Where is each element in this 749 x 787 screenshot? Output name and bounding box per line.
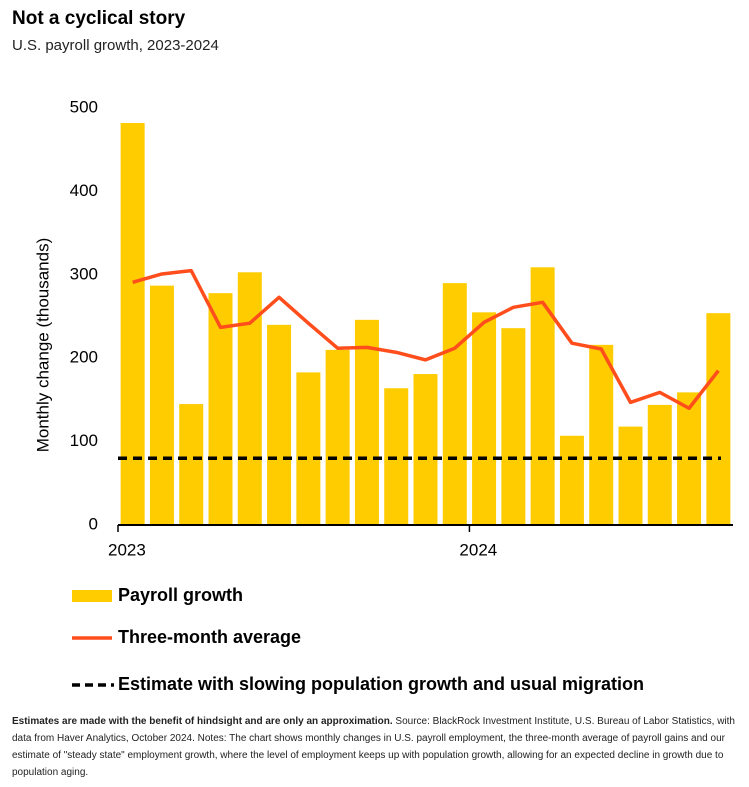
legend-label: Three-month average (118, 627, 301, 647)
y-tick-label: 500 (70, 97, 98, 116)
bar (472, 312, 497, 525)
y-tick-label: 300 (70, 264, 98, 283)
bar (706, 313, 731, 525)
chart: Not a cyclical story U.S. payroll growth… (12, 8, 733, 694)
bar (442, 283, 467, 525)
y-axis-label: Monthly change (thousands) (33, 238, 52, 453)
y-tick-label: 100 (70, 431, 98, 450)
bar (501, 328, 526, 525)
y-tick-label: 0 (89, 514, 98, 533)
bar (237, 272, 262, 525)
average-line (132, 268, 720, 410)
bar (179, 404, 204, 525)
legend-label: Payroll growth (118, 585, 243, 605)
bar (120, 123, 145, 526)
legend-swatch (72, 590, 112, 602)
bar (149, 285, 174, 525)
y-tick-label: 200 (70, 348, 98, 367)
bar (267, 324, 292, 525)
bar (354, 319, 379, 525)
bar (618, 426, 643, 525)
chart-title: Not a cyclical story (12, 8, 186, 29)
x-tick-label: 2023 (108, 540, 146, 559)
legend-label: Estimate with slowing population growth … (118, 674, 644, 694)
bar (208, 293, 233, 525)
bar (296, 372, 321, 525)
footnote-text: Source: BlackRock Investment Institute, … (12, 716, 735, 778)
footnote-bold: Estimates are made with the benefit of h… (12, 716, 393, 727)
x-tick-label: 2024 (459, 540, 497, 559)
bar (325, 349, 350, 525)
footnote: Estimates are made with the benefit of h… (12, 713, 740, 781)
chart-subtitle: U.S. payroll growth, 2023-2024 (12, 37, 219, 54)
y-tick-label: 400 (70, 181, 98, 200)
bar (559, 435, 584, 525)
bar (413, 374, 438, 525)
bar (647, 404, 672, 525)
bar (589, 344, 614, 525)
bar (530, 267, 555, 525)
